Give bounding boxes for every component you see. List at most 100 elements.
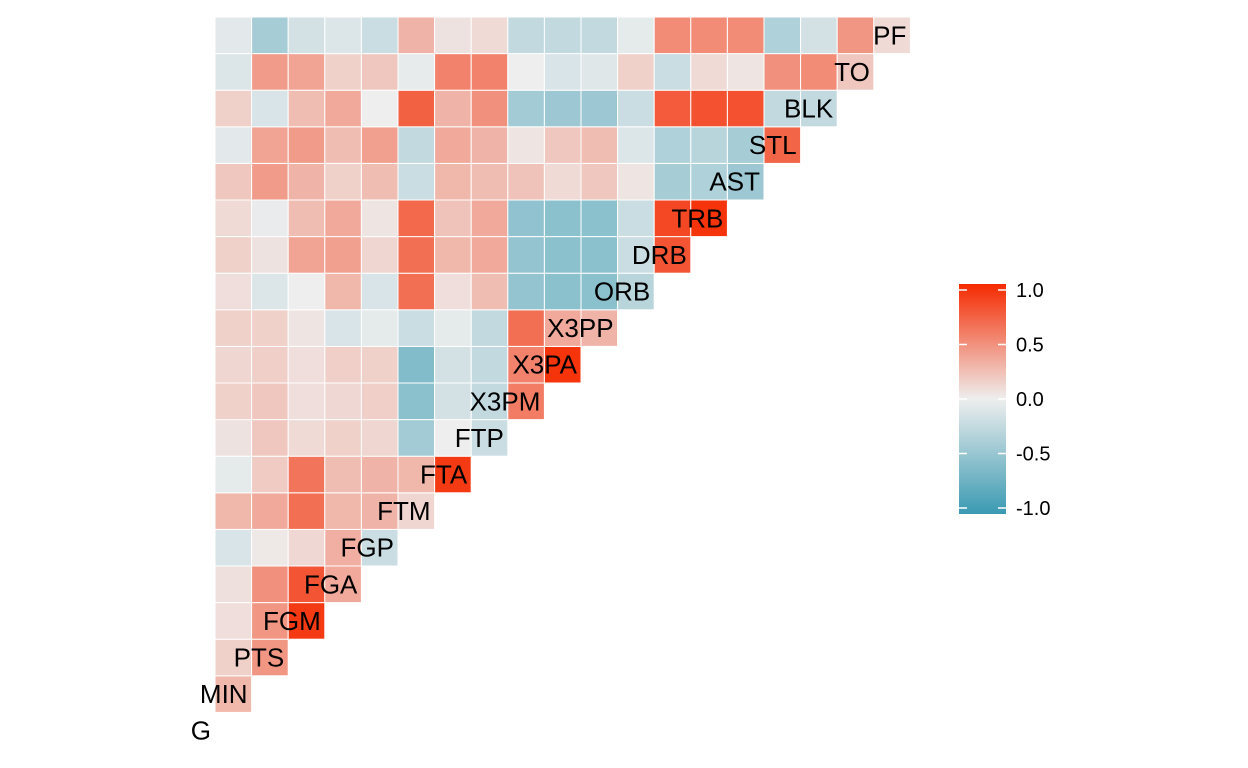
heatmap-cell-AST-FTP <box>507 162 545 201</box>
heatmap-cell-BLK-DRB <box>690 89 728 128</box>
heatmap-cell-BLK-FTM <box>434 89 472 128</box>
heatmap-cell-FTM-FGA <box>360 492 399 530</box>
var-label-PF: PF <box>873 20 906 50</box>
heatmap-cell-FTP-MIN <box>251 419 289 457</box>
heatmap-cell-TO-FGP <box>397 53 436 91</box>
heatmap-cell-BLK-ORB <box>653 89 692 128</box>
heatmap-cell-AST-FGP <box>397 162 436 201</box>
var-label-FTA: FTA <box>420 460 468 490</box>
heatmap-cell-PF-FTM <box>434 16 472 55</box>
heatmap-cell-X3PP-FGA <box>360 309 399 347</box>
heatmap-cell-PF-G <box>214 16 253 55</box>
heatmap-cell-FTA-MIN <box>251 455 289 494</box>
heatmap-cell-X3PP-MIN <box>251 309 289 347</box>
heatmap-cell-X3PM-G <box>214 382 253 421</box>
var-label-BLK: BLK <box>784 94 834 124</box>
heatmap-cell-BLK-FGM <box>324 89 362 128</box>
heatmap-cell-TO-FTA <box>470 53 509 91</box>
heatmap-cell-FGP-G <box>214 528 253 567</box>
heatmap-cell-TRB-X3PP <box>617 199 655 238</box>
var-label-TO: TO <box>834 57 870 87</box>
heatmap-cell-PF-DRB <box>690 16 728 55</box>
heatmap-cell-STL-AST <box>763 126 802 164</box>
heatmap-cell-PF-FGA <box>360 16 399 55</box>
heatmap-cell-PF-FGM <box>324 16 362 55</box>
var-label-G: G <box>191 716 211 746</box>
heatmap-cell-DRB-FGP <box>397 236 436 274</box>
heatmap-cell-TO-X3PA <box>580 53 619 91</box>
heatmap-cell-STL-FTM <box>434 126 472 164</box>
heatmap-cell-FGM-PTS <box>287 602 326 640</box>
variable-labels: G MIN PTS FGM FGA FGP FTM FTA FTP X3PM X3PA X3PP ORB… <box>191 20 907 745</box>
heatmap-cell-STL-X3PP <box>617 126 655 164</box>
var-label-FGM: FGM <box>263 606 321 636</box>
heatmap-cell-BLK-TRB <box>726 89 765 128</box>
heatmap-cell-X3PP-X3PA <box>580 309 619 347</box>
heatmap-cell-X3PP-G <box>214 309 253 347</box>
heatmap-cell-DRB-X3PM <box>543 236 582 274</box>
heatmap-cell-PF-PTS <box>287 16 326 55</box>
heatmap-cell-X3PP-FGM <box>324 309 362 347</box>
heatmap-cell-X3PA-FTP <box>507 345 545 384</box>
legend-tick-label: 0.5 <box>1016 335 1044 357</box>
heatmap-cell-FTP-FGP <box>397 419 436 457</box>
heatmap-cell-PF-MIN <box>251 16 289 55</box>
heatmap-cell-X3PA-FGM <box>324 345 362 384</box>
var-label-MIN: MIN <box>200 679 248 709</box>
heatmap-cell-X3PA-FTA <box>470 345 509 384</box>
heatmap-cell-ORB-X3PM <box>543 272 582 311</box>
heatmap-cell-STL-ORB <box>653 126 692 164</box>
heatmap-cell-FTP-FGA <box>360 419 399 457</box>
heatmap-cell-X3PP-FTP <box>507 309 545 347</box>
heatmap-cell-AST-FGM <box>324 162 362 201</box>
heatmap-cell-FTM-G <box>214 492 253 530</box>
heatmap-cell-AST-FGA <box>360 162 399 201</box>
heatmap-cell-ORB-FGM <box>324 272 362 311</box>
heatmap-cell-DRB-FGA <box>360 236 399 274</box>
heatmap-cell-TO-FTM <box>434 53 472 91</box>
heatmap-cell-STL-FGA <box>360 126 399 164</box>
heatmap-cell-TO-X3PP <box>617 53 655 91</box>
heatmap-cell-ORB-FTM <box>434 272 472 311</box>
legend-ticks: 1.0 0.5 0.0 -0.5 -1.0 <box>959 280 1050 520</box>
heatmap-cell-ORB-FTP <box>507 272 545 311</box>
heatmap-cell-BLK-FGP <box>397 89 436 128</box>
heatmap-cell-FGA-FGM <box>324 565 362 604</box>
heatmap-cell-FTP-FTM <box>434 419 472 457</box>
heatmap-cell-FGP-FGA <box>360 528 399 567</box>
heatmap-cell-AST-X3PA <box>580 162 619 201</box>
var-label-X3PM: X3PM <box>470 386 541 416</box>
heatmap-cell-PF-STL <box>800 16 838 55</box>
heatmap-cell-X3PM-PTS <box>287 382 326 421</box>
heatmap-cell-AST-X3PM <box>543 162 582 201</box>
legend-tick-label: -0.5 <box>1016 444 1050 466</box>
heatmap-cell-BLK-FTP <box>507 89 545 128</box>
heatmap-cell-BLK-FTA <box>470 89 509 128</box>
legend-tick-label: -1.0 <box>1016 498 1050 520</box>
heatmap-cell-BLK-X3PA <box>580 89 619 128</box>
var-label-FTP: FTP <box>455 423 504 453</box>
heatmap-cell-PF-BLK <box>836 16 875 55</box>
heatmap-cell-TO-TRB <box>726 53 765 91</box>
heatmap-cell-DRB-X3PA <box>580 236 619 274</box>
heatmap-cell-X3PP-FTA <box>470 309 509 347</box>
heatmap-cell-FTM-FGM <box>324 492 362 530</box>
heatmap-cell-X3PA-PTS <box>287 345 326 384</box>
heatmap-cell-TRB-FTA <box>470 199 509 238</box>
heatmap-cell-ORB-G <box>214 272 253 311</box>
heatmap-cell-STL-FGM <box>324 126 362 164</box>
heatmap-cell-TO-MIN <box>251 53 289 91</box>
heatmap-cell-FTP-FTA <box>470 419 509 457</box>
heatmap-cell-PF-X3PP <box>617 16 655 55</box>
heatmap-cell-FGA-G <box>214 565 253 604</box>
heatmap-cell-BLK-PTS <box>287 89 326 128</box>
heatmap-cell-X3PP-PTS <box>287 309 326 347</box>
heatmap-cell-BLK-FGA <box>360 89 399 128</box>
heatmap-cell-FGA-PTS <box>287 565 326 604</box>
heatmap-cell-X3PA-FGP <box>397 345 436 384</box>
heatmap-cell-AST-FTA <box>470 162 509 201</box>
heatmap-cell-FTM-MIN <box>251 492 289 530</box>
heatmap-cell-TRB-ORB <box>653 199 692 238</box>
heatmap-cell-TRB-FGA <box>360 199 399 238</box>
heatmap-cell-X3PA-FGA <box>360 345 399 384</box>
